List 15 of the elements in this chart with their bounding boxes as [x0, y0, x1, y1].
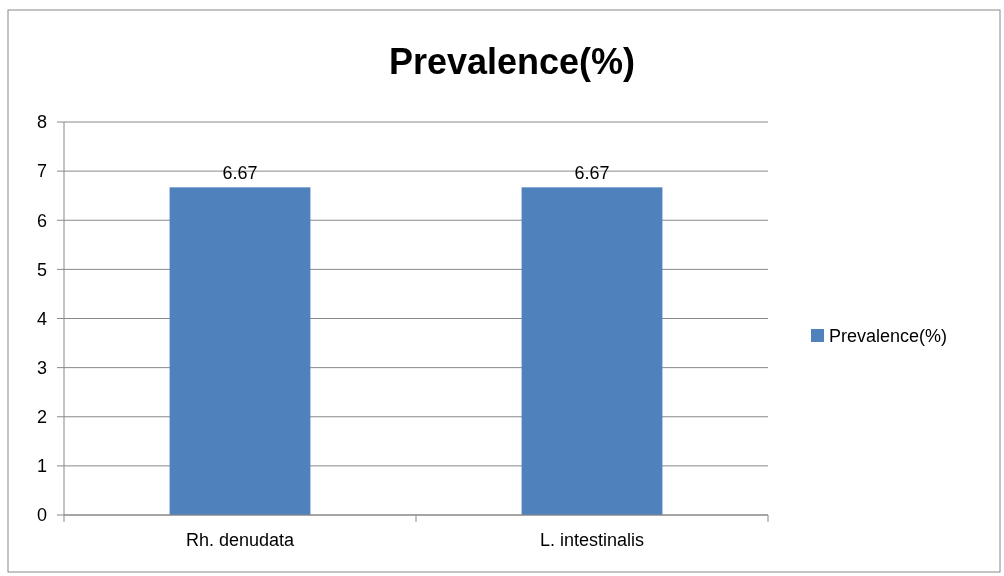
legend-label: Prevalence(%) — [829, 326, 948, 347]
data-label: 6.67 — [222, 163, 258, 184]
y-tick-label: 7 — [36, 161, 48, 182]
chart-title: Prevalence(%) — [388, 41, 636, 82]
y-tick-label: 5 — [36, 259, 48, 280]
y-tick-label: 8 — [36, 112, 48, 133]
data-label: 6.67 — [574, 163, 610, 184]
y-tick-label: 6 — [36, 210, 48, 231]
y-tick-label: 0 — [36, 505, 48, 526]
y-tick-label: 2 — [36, 407, 48, 428]
y-tick-label: 3 — [36, 357, 48, 378]
y-tick-label: 1 — [36, 456, 48, 477]
y-tick-label: 4 — [36, 308, 48, 329]
x-tick-label: Rh. denudata — [185, 530, 296, 550]
x-tick-label: L. intestinalis — [539, 530, 645, 550]
